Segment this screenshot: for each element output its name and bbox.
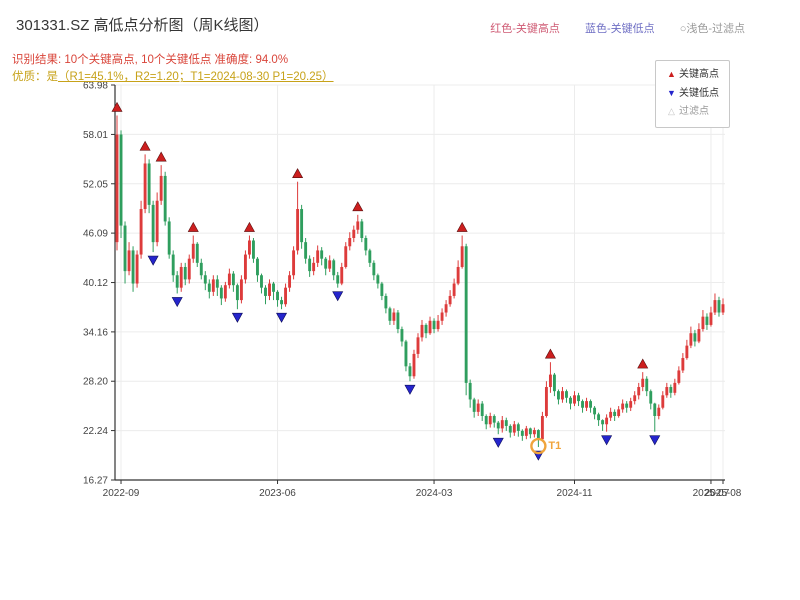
legend-key-low: ▼ 关键低点: [664, 85, 719, 104]
svg-text:22.24: 22.24: [83, 426, 108, 437]
color-key: 红色-关键高点 蓝色-关键低点 ○浅色-过滤点: [468, 20, 745, 36]
svg-text:2024-11: 2024-11: [557, 488, 593, 499]
color-key-low: 蓝色-关键低点: [584, 23, 655, 35]
up-triangle-icon: ▲: [667, 69, 676, 79]
quality-prefix: 优质：是: [12, 71, 58, 83]
color-key-high: 红色-关键高点: [490, 23, 560, 35]
legend-key-high: ▲ 关键高点: [664, 66, 719, 85]
hollow-triangle-icon: △: [668, 106, 675, 116]
legend-label-low: 关键低点: [679, 87, 719, 99]
svg-text:2022-09: 2022-09: [103, 488, 140, 499]
quality-detail: （R1=45.1%，R2=1.20；T1=2024-08-30 P1=20.25…: [58, 71, 334, 83]
svg-text:40.12: 40.12: [83, 278, 108, 289]
svg-text:16.27: 16.27: [83, 476, 108, 487]
page-title: 301331.SZ 高低点分析图（周K线图）: [16, 17, 269, 34]
legend-filter-point: △ 过滤点: [664, 103, 719, 122]
quality-line: 优质：是（R1=45.1%，R2=1.20；T1=2024-08-30 P1=2…: [12, 68, 334, 84]
svg-text:2025-08: 2025-08: [705, 488, 742, 499]
legend-label-filter: 过滤点: [679, 106, 709, 117]
svg-text:2024-03: 2024-03: [416, 488, 453, 499]
svg-text:34.16: 34.16: [83, 327, 108, 338]
svg-text:T1: T1: [548, 440, 561, 452]
svg-text:2025-07: 2025-07: [693, 488, 730, 499]
svg-text:2023-06: 2023-06: [259, 488, 296, 499]
color-key-filter: ○浅色-过滤点: [679, 23, 745, 35]
svg-text:46.09: 46.09: [83, 229, 108, 240]
recognition-result: 识别结果: 10个关键高点, 10个关键低点 准确度: 94.0%: [12, 54, 289, 66]
chart-legend: ▲ 关键高点 ▼ 关键低点 △ 过滤点: [655, 60, 730, 128]
svg-text:28.20: 28.20: [83, 377, 108, 388]
down-triangle-icon: ▼: [667, 87, 676, 98]
svg-text:63.98: 63.98: [83, 81, 108, 92]
svg-text:52.05: 52.05: [83, 179, 108, 190]
svg-text:58.01: 58.01: [83, 130, 108, 141]
legend-label-high: 关键高点: [679, 69, 719, 80]
